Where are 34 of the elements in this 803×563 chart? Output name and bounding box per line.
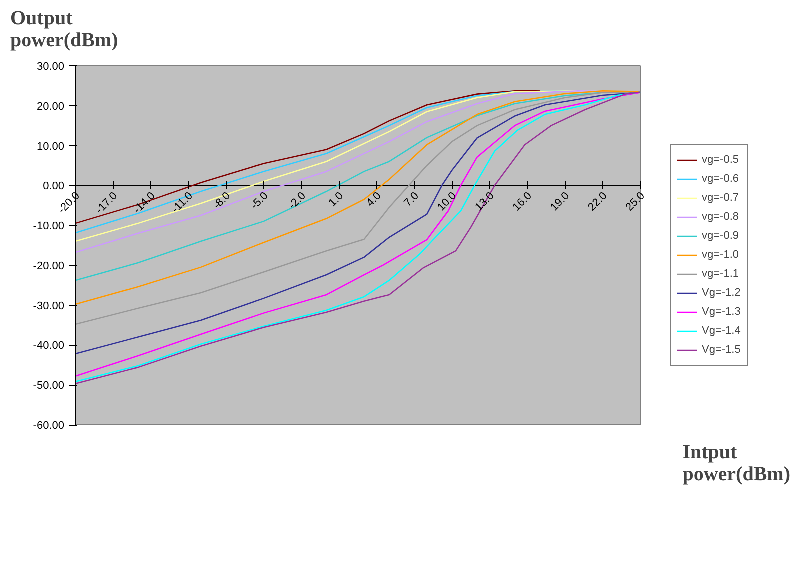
x-tick-label: 16.0 — [510, 190, 534, 214]
x-tick-label: 25.0 — [624, 190, 648, 214]
y-tick-label: -50.00 — [33, 380, 65, 392]
legend-label: vg=-0.8 — [702, 210, 739, 225]
legend-label: vg=-0.5 — [702, 153, 739, 168]
x-axis-title: Intput power(dBm) — [682, 442, 790, 486]
y-axis-title: Output power(dBm) — [10, 8, 118, 52]
legend-label: vg=-0.9 — [702, 229, 739, 244]
legend-label: Vg=-1.2 — [702, 286, 741, 301]
legend-label: Vg=-1.4 — [702, 324, 741, 339]
y-tick-label: -10.00 — [33, 220, 65, 233]
x-tick-label: -2.0 — [286, 190, 308, 212]
y-tick-label: -60.00 — [33, 420, 65, 432]
y-tick-label: 0.00 — [43, 180, 65, 193]
x-tick-label: 4.0 — [364, 190, 384, 210]
x-tick-label: -5.0 — [248, 190, 271, 212]
x-tick-label: 19.0 — [548, 190, 572, 214]
x-tick-label: 10.0 — [435, 190, 460, 214]
x-tick-label: -8.0 — [211, 190, 234, 212]
y-tick-label: 10.00 — [36, 140, 65, 153]
x-tick-label: 13.0 — [473, 190, 497, 214]
y-tick-label: -40.00 — [33, 340, 65, 352]
legend-label: vg=-1.1 — [702, 267, 739, 282]
y-tick-label: -30.00 — [33, 300, 65, 312]
x-tick-label: 1.0 — [326, 190, 346, 210]
legend-label: Vg=-1.3 — [702, 305, 741, 320]
y-tick-label: 20.00 — [36, 100, 65, 113]
legend-label: Vg=-1.5 — [702, 343, 741, 358]
legend-label: vg=-0.6 — [702, 172, 739, 187]
legend-label: vg=-1.0 — [702, 248, 739, 263]
x-tick-label: 7.0 — [402, 190, 422, 210]
y-tick-label: -20.00 — [33, 260, 65, 272]
legend-label: vg=-0.7 — [702, 191, 739, 206]
y-tick-label: 30.00 — [36, 60, 65, 73]
